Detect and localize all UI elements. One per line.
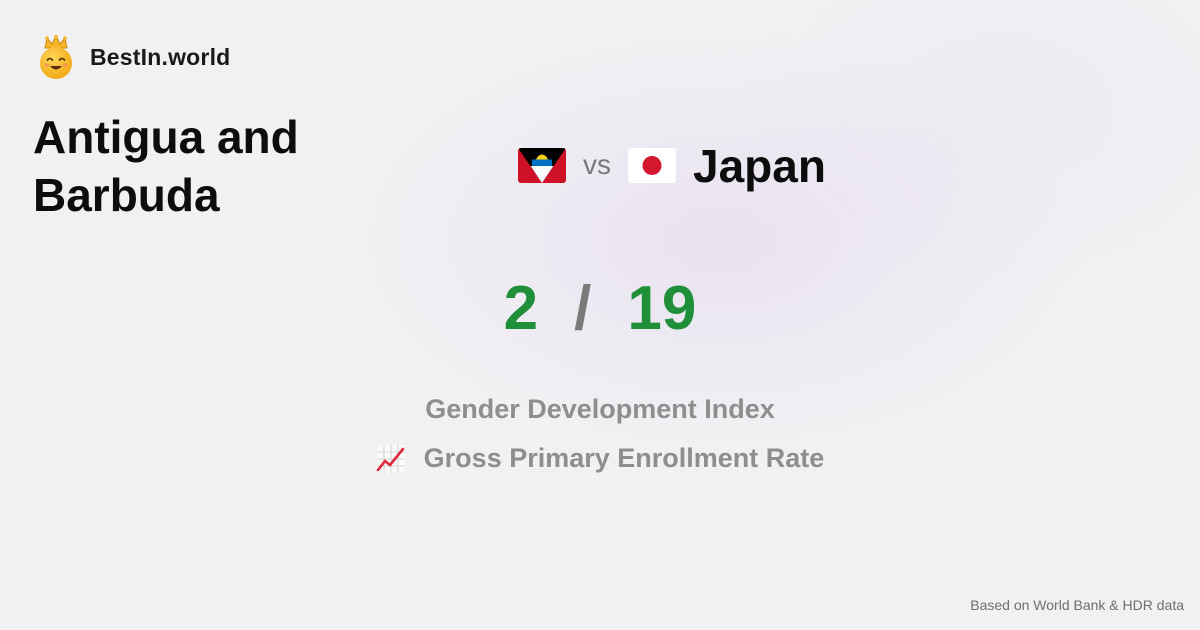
chart-increasing-icon <box>376 444 405 473</box>
antigua-and-barbuda-flag-icon <box>518 147 566 183</box>
brand-name: BestIn.world <box>90 43 231 70</box>
vs-label: vs <box>583 149 611 180</box>
metric-secondary-row: Gross Primary Enrollment Rate <box>0 443 1200 474</box>
matchup: vs Japan <box>518 138 826 192</box>
metric-primary: Gender Development Index <box>425 394 775 424</box>
left-rank: 2 <box>503 274 539 343</box>
source-note: Based on World Bank & HDR data <box>970 597 1184 613</box>
brand[interactable]: BestIn.world <box>36 34 230 80</box>
japan-flag-icon <box>628 147 676 183</box>
right-country-name: Japan <box>693 140 826 192</box>
left-country-name: Antigua and Barbuda <box>33 111 299 221</box>
crown-smiley-icon <box>40 34 72 79</box>
rank-separator: / <box>574 274 592 343</box>
rank-display: 2 / 19 <box>0 272 1200 346</box>
right-rank: 19 <box>627 274 697 343</box>
metric-secondary: Gross Primary Enrollment Rate <box>423 443 825 473</box>
